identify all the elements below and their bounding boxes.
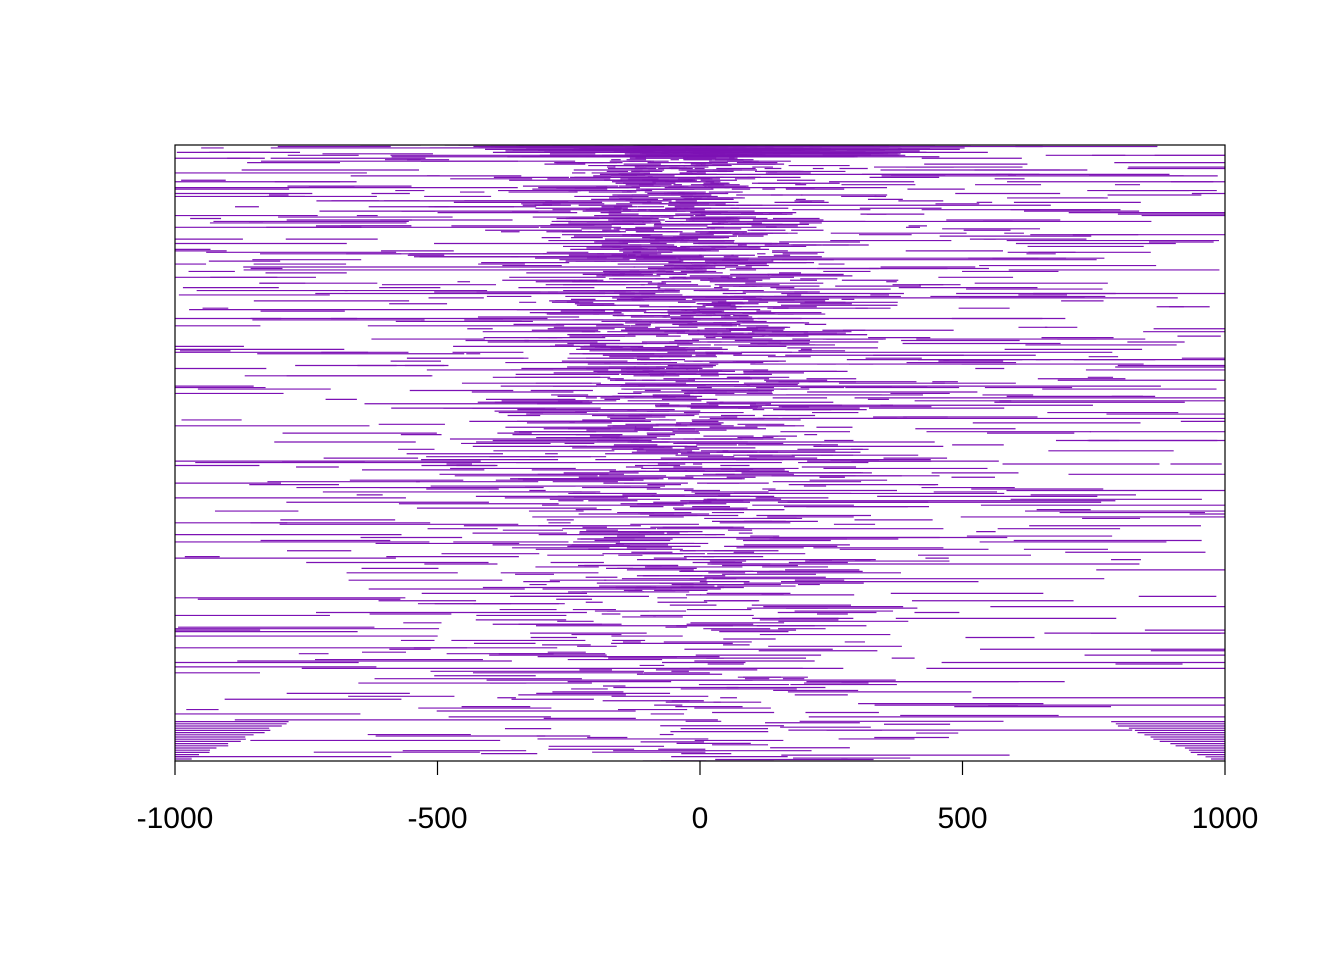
x-tick-label: -500 bbox=[407, 802, 467, 835]
x-tick-label: 1000 bbox=[1192, 802, 1259, 835]
x-tick-label: 500 bbox=[937, 802, 987, 835]
x-tick-label: 0 bbox=[692, 802, 709, 835]
x-tick-label: -1000 bbox=[137, 802, 214, 835]
chart-svg: -1000 -500 0 500 1000 bbox=[0, 0, 1344, 960]
chart-container: -1000 -500 0 500 1000 bbox=[0, 0, 1344, 960]
